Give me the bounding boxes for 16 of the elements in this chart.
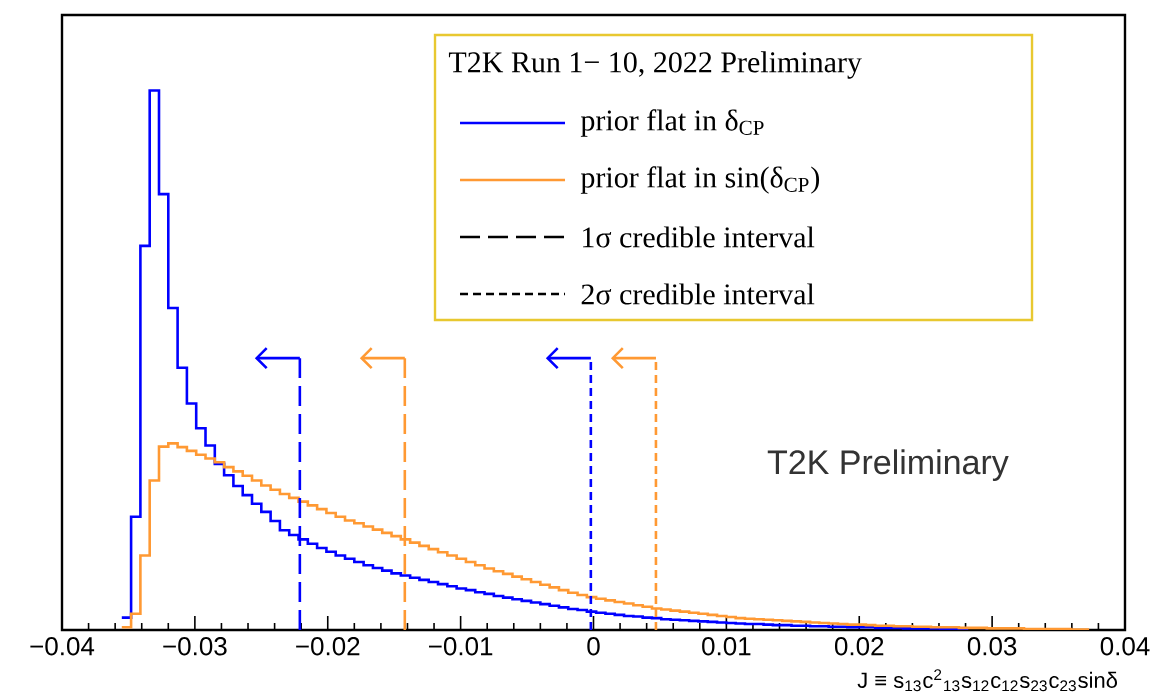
- text: J ≡ s$_{13}$c$^{2}$$_{13}$s$_{12}$c$_{12}$s$_{23}$c$_{23}$sinδ: [857, 669, 1118, 692]
- x-tick-label: −0.03: [163, 637, 227, 656]
- x-tick-label: 0.04: [1100, 637, 1150, 656]
- annotation: 2σ credible interval: [581, 283, 815, 305]
- legend-label: prior flat in δ$_{CP}$: [580, 109, 764, 137]
- legend-label: prior flat in sin(δ$_{CP}$): [580, 166, 820, 194]
- x-tick-label: 0.03: [967, 637, 1017, 656]
- x-tick-label: −0.01: [429, 637, 493, 656]
- x-tick-label: −0.02: [296, 637, 360, 656]
- annotation: 1σ credible interval: [583, 226, 815, 248]
- x-tick-label: 0.02: [834, 637, 884, 656]
- x-tick-label: 0: [587, 637, 600, 656]
- annotation: T2K Preliminary: [767, 449, 1009, 482]
- x-tick-label: 0.01: [702, 637, 751, 656]
- legend-title: T2K Run 1− 10, 2022 Preliminary: [448, 51, 862, 79]
- x-tick-label: −0.04: [30, 637, 95, 656]
